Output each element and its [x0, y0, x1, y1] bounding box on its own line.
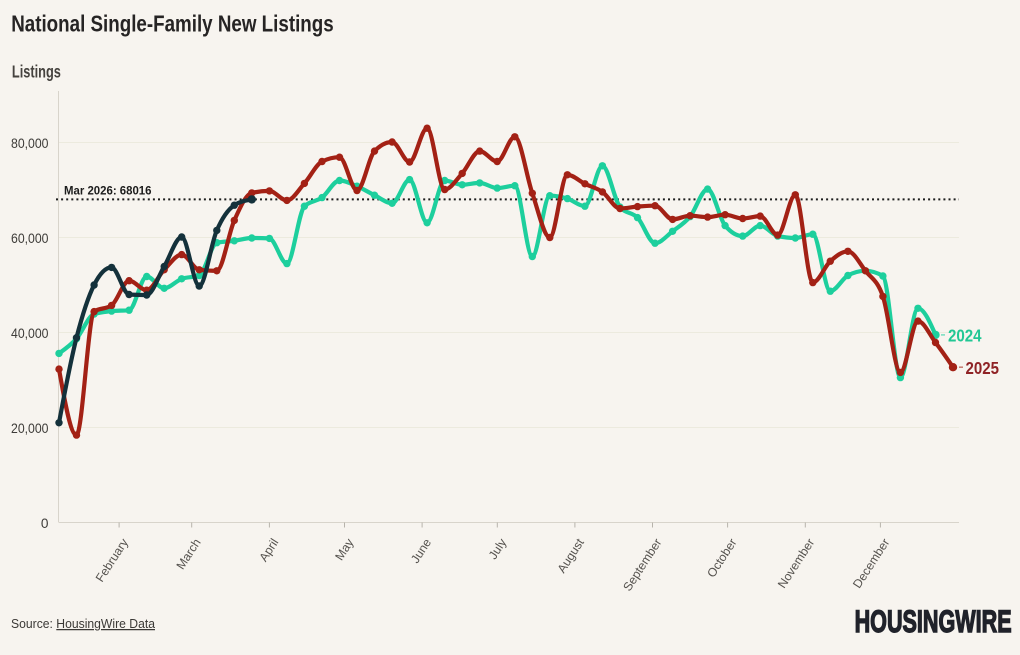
svg-text:60,000: 60,000 [11, 231, 49, 246]
svg-text:HOUSINGWIRE: HOUSINGWIRE [855, 604, 1012, 639]
svg-text:40,000: 40,000 [11, 326, 49, 341]
svg-text:20,000: 20,000 [11, 421, 49, 436]
svg-text:2024: 2024 [948, 326, 982, 346]
svg-text:Source: HousingWire Data: Source: HousingWire Data [11, 617, 155, 631]
svg-text:Listings: Listings [12, 61, 61, 81]
svg-text:Mar 2026: 68016: Mar 2026: 68016 [64, 184, 152, 198]
svg-text:National Single-Family New Lis: National Single-Family New Listings [11, 11, 334, 37]
svg-text:0: 0 [41, 516, 49, 531]
svg-text:80,000: 80,000 [11, 136, 49, 151]
svg-text:2025: 2025 [966, 358, 1000, 378]
